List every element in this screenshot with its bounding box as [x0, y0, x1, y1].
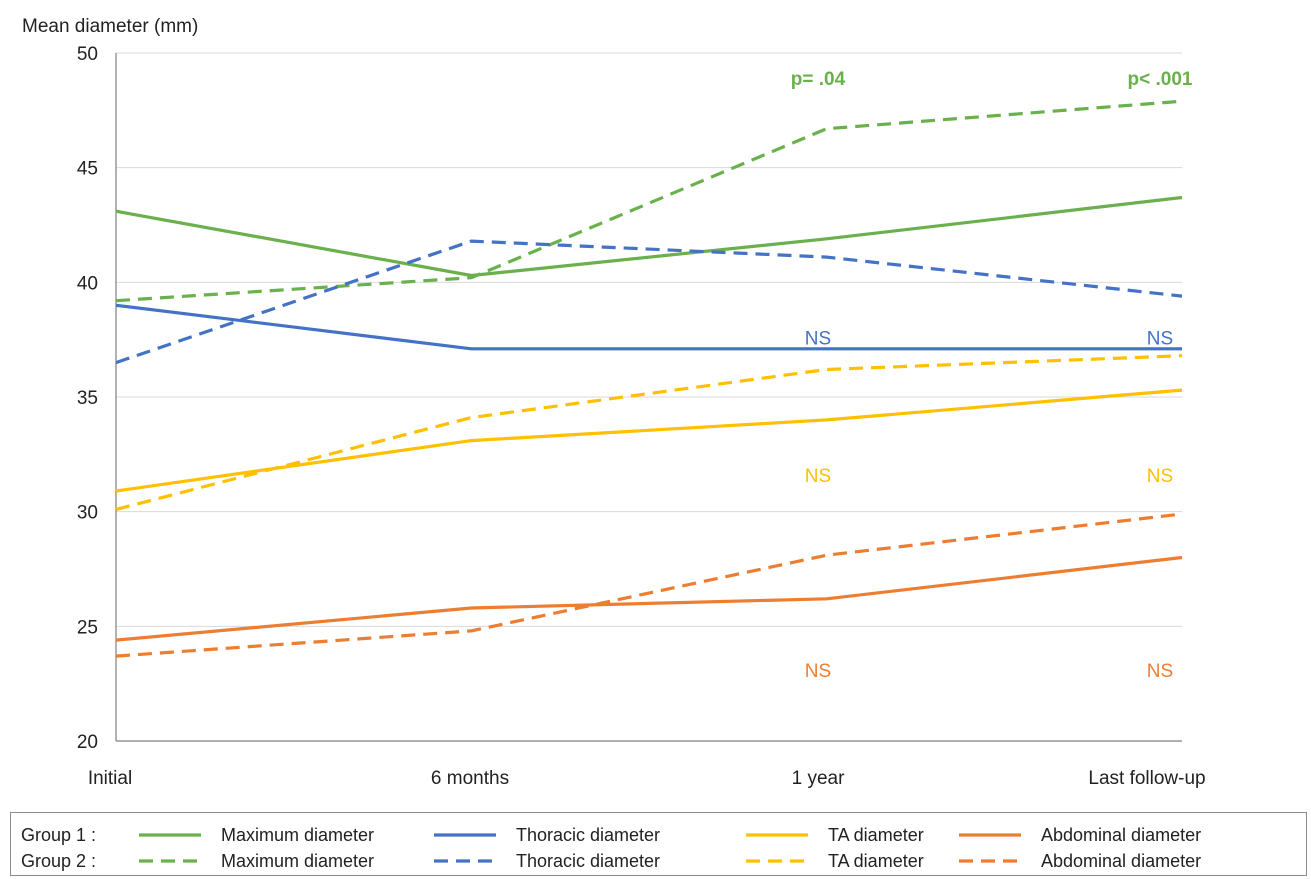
- annotation-label: NS: [1147, 661, 1173, 682]
- y-tick-label: 25: [77, 617, 98, 638]
- y-tick-label: 30: [77, 503, 98, 524]
- annotation-label: NS: [1147, 328, 1173, 349]
- series-line-group-2-maximum-diameter: [115, 99, 1183, 303]
- x-tick-label: 6 months: [431, 768, 509, 789]
- legend-swatch: [959, 833, 1021, 837]
- y-tick-label: 45: [77, 159, 98, 180]
- series-line-group-2-thoracic-diameter: [115, 239, 1183, 365]
- annotation-label: p= .04: [791, 69, 846, 90]
- legend-swatch: [959, 859, 1021, 863]
- legend-item-label: Maximum diameter: [221, 851, 375, 871]
- series-line-group-2-abdominal-diameter: [115, 512, 1183, 658]
- x-tick-label: Initial: [88, 768, 132, 789]
- legend-swatch: [139, 859, 201, 863]
- series-line-group-1-thoracic-diameter: [115, 303, 1182, 351]
- legend-item-label: TA diameter: [828, 851, 924, 871]
- legend-swatch: [746, 833, 808, 837]
- y-tick-label: 50: [77, 44, 98, 65]
- x-tick-label: 1 year: [792, 768, 845, 789]
- legend-item-label: Maximum diameter: [221, 825, 375, 845]
- annotation-label: NS: [805, 466, 831, 487]
- legend-group-label: Group 1 :: [21, 825, 97, 845]
- legend-swatch: [434, 833, 496, 837]
- y-tick-label: 40: [77, 273, 98, 294]
- legend-swatch: [434, 859, 496, 863]
- legend: Group 1 : Maximum diameter Thoracic diamet…: [10, 812, 1307, 876]
- series-line-group-1-ta-diameter: [115, 388, 1183, 493]
- legend-group-label: Group 2 :: [21, 851, 97, 871]
- series-line-group-2-ta-diameter: [115, 354, 1183, 511]
- y-axis-label: Mean diameter (mm): [22, 16, 198, 37]
- annotation-label: NS: [805, 328, 831, 349]
- series-line-group-1-abdominal-diameter: [115, 555, 1183, 642]
- annotation-label: NS: [1147, 466, 1173, 487]
- legend-item-label: TA diameter: [828, 825, 924, 845]
- legend-item-label: Thoracic diameter: [516, 851, 661, 871]
- y-tick-label: 20: [77, 732, 98, 753]
- y-tick-label: 35: [77, 388, 98, 409]
- annotation-label: NS: [805, 661, 831, 682]
- line-chart: Mean diameter (mm) 20 25 30 35 40 45 50 Initia…: [22, 16, 1206, 789]
- legend-swatch: [139, 833, 201, 837]
- series-line-group-1-maximum-diameter: [115, 195, 1183, 278]
- annotation-label: p< .001: [1128, 69, 1193, 90]
- x-tick-label: Last follow-up: [1088, 768, 1205, 789]
- legend-item-label: Abdominal diameter: [1041, 851, 1202, 871]
- legend-swatch: [746, 859, 808, 863]
- legend-item-label: Abdominal diameter: [1041, 825, 1202, 845]
- legend-item-label: Thoracic diameter: [516, 825, 661, 845]
